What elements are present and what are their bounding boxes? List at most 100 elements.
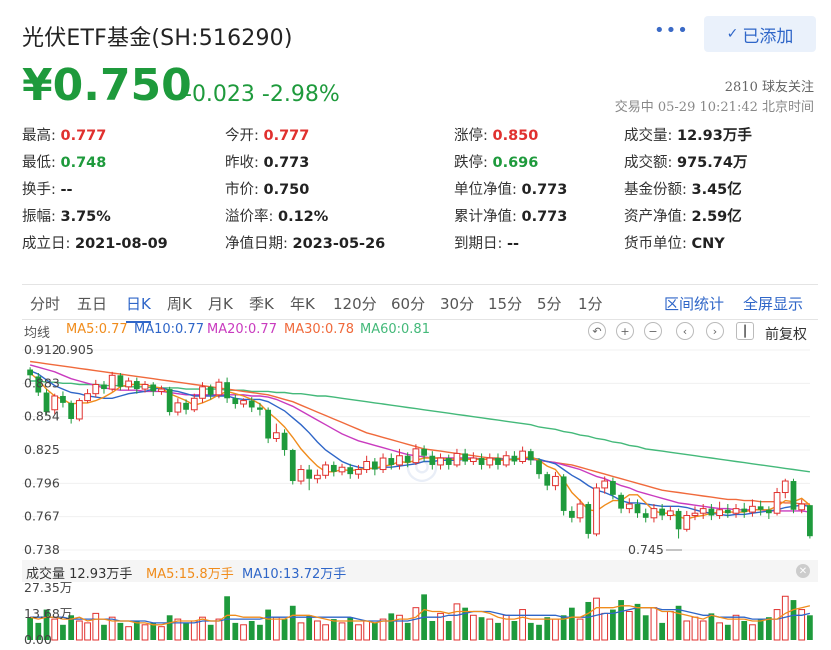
tab-period[interactable]: 5分 — [537, 295, 562, 313]
volume-bar — [536, 624, 542, 640]
volume-bar — [601, 612, 609, 641]
fullscreen-link[interactable]: 全屏显示 — [743, 295, 804, 313]
price-change: -0.023 -2.98% — [184, 82, 340, 107]
quote-value: 0.750 — [263, 182, 310, 198]
candle-body — [404, 455, 411, 463]
candle-body — [749, 505, 756, 513]
current-price: ¥0.750 — [22, 60, 192, 111]
candle-body — [421, 448, 427, 456]
next-icon[interactable]: › — [706, 322, 724, 340]
candle-icon[interactable]: ┃ — [736, 322, 754, 340]
period-tabs: 区间统计 全屏显示 分时 五日 日K 周K 月K 季K 年K 120分 60分 30分 15分 5分 1… — [22, 284, 818, 323]
volume-bar — [765, 617, 772, 640]
candle-body — [462, 453, 469, 462]
candle-body — [306, 469, 313, 479]
tab-period[interactable]: 月K — [208, 295, 233, 313]
candle-body — [125, 380, 132, 388]
tab-period[interactable]: 日K — [126, 295, 151, 323]
quote-cell: 净值日期: 2023-05-26 — [225, 232, 385, 253]
volume-chart[interactable]: 27.35万 13.68万 0.00 — [22, 582, 818, 646]
tab-period[interactable]: 分时 — [30, 295, 61, 313]
volume-bar — [281, 619, 288, 640]
tab-period[interactable]: 周K — [167, 295, 192, 313]
volume-bar — [330, 619, 337, 640]
range-stats-link[interactable]: 区间统计 — [664, 295, 725, 313]
candle-body — [732, 508, 740, 514]
volume-tick-label: 27.35万 — [24, 582, 72, 595]
quote-cell: 资产净值: 2.59亿 — [624, 205, 742, 226]
tab-period[interactable]: 年K — [290, 295, 315, 313]
tab-period[interactable]: 30分 — [440, 295, 475, 313]
kline-chart[interactable]: ◎0.9120.8830.8540.8250.7960.7670.7380.90… — [22, 342, 818, 560]
tab-period[interactable]: 15分 — [488, 295, 523, 313]
quote-label: 最高: — [22, 128, 61, 144]
candle-body — [601, 480, 609, 489]
quote-label: 累计净值: — [454, 209, 522, 225]
tab-period[interactable]: 60分 — [391, 295, 426, 313]
quote-value: 12.93万手 — [677, 128, 752, 144]
volume-bar — [141, 624, 149, 641]
candle-body — [68, 402, 75, 419]
zoom-in-icon[interactable]: + — [616, 322, 634, 340]
tab-period[interactable]: 120分 — [333, 295, 377, 313]
volume-bar — [437, 612, 444, 641]
quote-cell: 溢价率: 0.12% — [225, 205, 328, 226]
candle-body — [478, 458, 485, 465]
candle-body — [199, 386, 206, 399]
high-label: 0.905 — [58, 342, 94, 357]
tab-period[interactable]: 五日 — [77, 295, 108, 313]
quote-label: 换手: — [22, 182, 61, 198]
volume-bar — [544, 617, 551, 640]
volume-bar — [749, 624, 756, 641]
quote-value: -- — [507, 236, 520, 252]
volume-bar — [133, 620, 140, 640]
volume-bar — [666, 610, 674, 641]
volume-bar — [215, 618, 223, 641]
prev-icon[interactable]: ‹ — [676, 322, 694, 340]
ma-label[interactable]: 均线 — [24, 326, 51, 341]
followers-count[interactable]: 2810 球友关注 — [724, 80, 814, 95]
candle-body — [117, 375, 124, 387]
candle-body — [183, 402, 189, 410]
added-watchlist-button[interactable]: ✓ 已添加 — [704, 16, 816, 52]
quote-cell: 基金份额: 3.45亿 — [624, 178, 742, 199]
candle-body — [519, 450, 526, 462]
zoom-out-icon[interactable]: − — [644, 322, 662, 340]
quote-value: 2023-05-26 — [292, 236, 386, 252]
candle-body — [625, 503, 633, 510]
quote-value: 0.12% — [278, 209, 329, 225]
quote-cell: 累计净值: 0.773 — [454, 205, 567, 226]
undo-icon[interactable]: ↶ — [588, 322, 606, 340]
candle-body — [314, 474, 321, 480]
candle-body — [51, 395, 59, 411]
close-icon[interactable]: ✕ — [796, 564, 810, 578]
volume-bar — [347, 617, 354, 640]
candle-body — [650, 508, 658, 519]
tab-period[interactable]: 1分 — [578, 295, 603, 313]
quote-value: 3.45亿 — [691, 182, 742, 198]
quote-label: 成立日: — [22, 236, 75, 252]
candle-body — [289, 450, 296, 482]
candle-body — [741, 508, 748, 513]
check-icon: ✓ — [726, 26, 739, 42]
added-label: 已添加 — [742, 26, 794, 47]
volume-bar — [174, 618, 182, 641]
stock-header: 光伏ETF基金(SH:516290) ••• ✓ 已添加 — [22, 14, 822, 58]
candle-body — [502, 455, 510, 466]
quote-cell: 跌停: 0.696 — [454, 151, 538, 172]
volume-bar — [257, 624, 263, 640]
candle-body — [338, 466, 346, 473]
volume-bar — [117, 622, 124, 640]
quote-cell: 最低: 0.748 — [22, 151, 106, 172]
volume-bar — [297, 622, 305, 641]
volume-bar — [486, 618, 494, 641]
more-dots-icon[interactable]: ••• — [654, 20, 689, 41]
adjust-mode[interactable]: 前复权 — [765, 327, 807, 343]
ma5-value: MA5:0.77 — [66, 322, 128, 337]
volume-bar — [683, 620, 691, 641]
tab-period[interactable]: 季K — [249, 295, 274, 313]
candle-body — [297, 469, 305, 482]
volume-bar — [552, 618, 559, 641]
volume-bar — [650, 607, 658, 641]
volume-bar — [429, 620, 436, 640]
